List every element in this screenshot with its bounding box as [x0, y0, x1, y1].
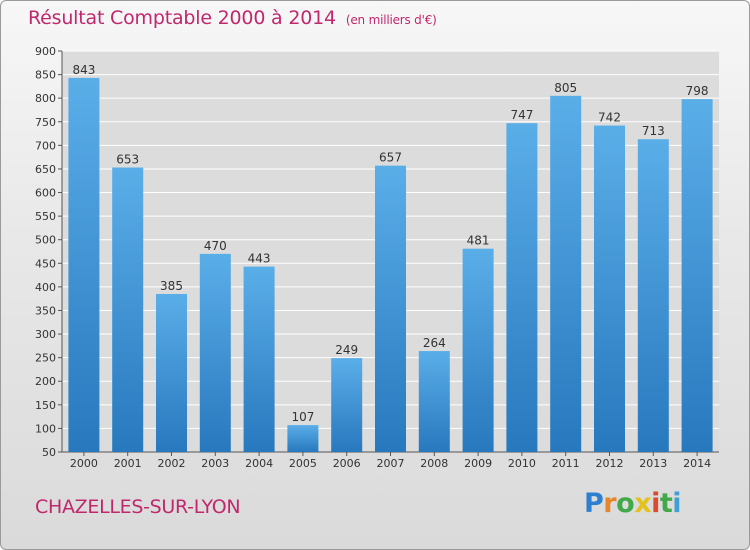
bar-2006 — [331, 358, 363, 452]
data-label: 747 — [510, 108, 533, 122]
x-tick-label: 2007 — [377, 457, 405, 470]
bar-2009 — [462, 248, 494, 452]
bar-2011 — [550, 95, 582, 452]
logo-letter: P — [584, 488, 604, 519]
data-label: 249 — [335, 343, 358, 357]
data-label: 843 — [72, 63, 95, 77]
x-tick-label: 2013 — [639, 457, 667, 470]
proxiti-logo: Proxiti — [584, 488, 682, 519]
x-tick-label: 2006 — [333, 457, 361, 470]
y-tick-label: 450 — [35, 257, 56, 270]
bar-2004 — [243, 266, 275, 452]
data-label: 107 — [291, 410, 314, 424]
bar-2003 — [199, 253, 231, 452]
y-tick-label: 150 — [35, 399, 56, 412]
x-tick-label: 2000 — [70, 457, 98, 470]
bar-2010 — [506, 123, 538, 453]
y-tick-label: 900 — [35, 45, 56, 58]
bar-2008 — [418, 351, 450, 452]
bar-2005 — [287, 425, 319, 452]
bar-2001 — [112, 167, 144, 452]
logo-letter: r — [603, 488, 617, 519]
data-label: 798 — [686, 84, 709, 98]
y-tick-label: 250 — [35, 352, 56, 365]
logo-letter: i — [672, 488, 682, 519]
data-label: 264 — [423, 336, 446, 350]
y-tick-label: 600 — [35, 187, 56, 200]
y-tick-label: 550 — [35, 210, 56, 223]
y-tick-label: 500 — [35, 234, 56, 247]
x-tick-label: 2012 — [596, 457, 624, 470]
y-tick-label: 300 — [35, 328, 56, 341]
chart-title: Résultat Comptable 2000 à 2014 (en millie… — [28, 7, 437, 29]
bar-2013 — [637, 139, 669, 452]
bar-2007 — [375, 165, 406, 452]
x-tick-label: 2005 — [289, 457, 317, 470]
y-tick-label: 700 — [35, 139, 56, 152]
data-label: 742 — [598, 111, 621, 125]
y-tick-label: 800 — [35, 92, 56, 105]
bar-2012 — [594, 125, 625, 453]
data-label: 470 — [204, 239, 227, 253]
y-tick-label: 400 — [35, 281, 56, 294]
x-tick-label: 2014 — [683, 457, 711, 470]
x-tick-label: 2009 — [464, 457, 492, 470]
logo-letter: t — [659, 488, 673, 519]
x-tick-label: 2002 — [158, 457, 186, 470]
x-tick-label: 2003 — [201, 457, 229, 470]
data-label: 653 — [116, 153, 139, 167]
logo-letter: x — [634, 488, 652, 519]
x-tick-label: 2008 — [420, 457, 448, 470]
y-tick-label: 100 — [35, 422, 56, 435]
y-tick-label: 650 — [35, 163, 56, 176]
logo-letter: o — [616, 488, 635, 519]
y-tick-label: 750 — [35, 116, 56, 129]
bar-2002 — [156, 293, 187, 452]
data-label: 713 — [642, 124, 665, 138]
chart-unit: (en milliers d'€) — [345, 13, 437, 27]
x-tick-label: 2010 — [508, 457, 536, 470]
data-label: 805 — [554, 81, 577, 95]
data-label: 385 — [160, 279, 183, 293]
logo-letter: i — [651, 488, 660, 519]
y-tick-label: 200 — [35, 375, 56, 388]
y-tick-label: 350 — [35, 304, 56, 317]
x-tick-label: 2001 — [114, 457, 142, 470]
chart-title-text: Résultat Comptable 2000 à 2014 — [28, 7, 336, 29]
x-tick-label: 2011 — [552, 457, 580, 470]
y-tick-label: 50 — [42, 446, 56, 459]
x-tick-label: 2004 — [245, 457, 273, 470]
data-label: 443 — [248, 252, 271, 266]
data-label: 481 — [467, 234, 490, 248]
city-name: CHAZELLES-SUR-LYON — [35, 496, 241, 518]
bar-2000 — [68, 77, 100, 452]
y-tick-label: 850 — [35, 69, 56, 82]
data-label: 657 — [379, 151, 402, 165]
bar-2014 — [681, 99, 713, 453]
